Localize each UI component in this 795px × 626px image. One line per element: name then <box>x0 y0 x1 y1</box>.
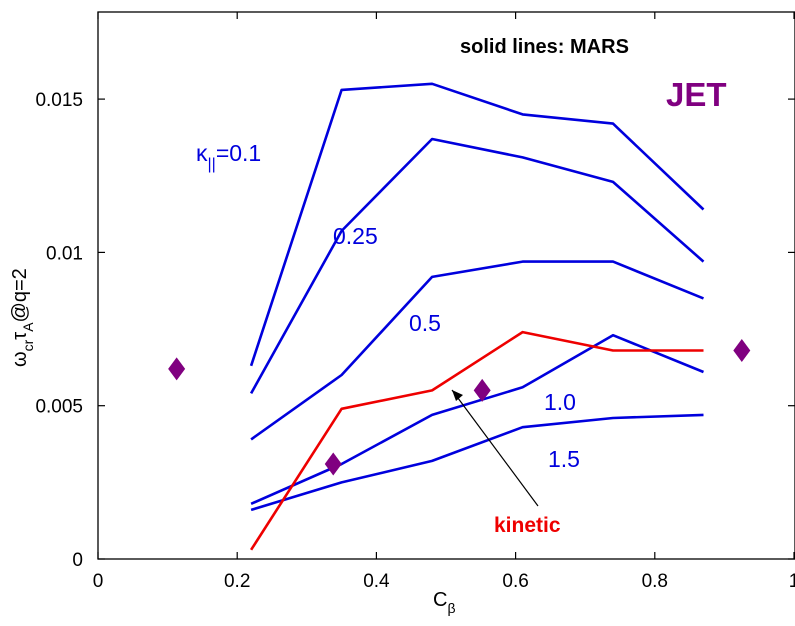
series-label-1.5: 1.5 <box>548 446 580 472</box>
jet-points-group <box>168 339 751 476</box>
series-line-kinetic <box>250 330 704 551</box>
y-axis-label: ωcrτA@q=2 <box>9 268 36 367</box>
jet-diamond-point <box>473 378 491 402</box>
series-label-kinetic: kinetic <box>494 514 561 537</box>
x-tick-label: 0.6 <box>502 571 528 592</box>
kinetic-arrowhead <box>452 390 463 401</box>
series-line-0.1 <box>249 82 705 367</box>
kappa-value: =0.1 <box>216 140 261 166</box>
y-label-tau-sub: A <box>20 322 36 332</box>
x-axis-label-main: C <box>433 589 447 611</box>
y-tick-label: 0.01 <box>46 243 83 264</box>
x-axis-label-sub: β <box>447 600 455 616</box>
x-tick-label: 0.8 <box>642 571 668 592</box>
series-label-0.25: 0.25 <box>333 223 378 249</box>
series-label-0.5: 0.5 <box>409 310 441 336</box>
y-tick-label: 0.005 <box>35 397 83 418</box>
x-tick-label: 1 <box>789 571 795 592</box>
note-mars: solid lines: MARS <box>460 36 629 58</box>
y-label-tau: τ <box>9 332 31 340</box>
series-label-1.0: 1.0 <box>544 389 576 415</box>
y-label-omega: ω <box>9 351 31 367</box>
jet-diamond-point <box>324 452 342 476</box>
y-label-omega-sub: cr <box>20 339 36 351</box>
y-tick-label: 0 <box>72 550 83 571</box>
plot-frame <box>97 11 795 560</box>
series-group <box>249 82 705 551</box>
x-tick-label: 0.2 <box>224 571 250 592</box>
kappa-subscript: || <box>208 156 216 173</box>
series-label-0.1: κ||=0.1 <box>196 140 261 173</box>
y-label-rest: @q=2 <box>9 268 31 322</box>
x-axis-label: Cβ <box>433 589 456 616</box>
jet-diamond-point <box>168 357 186 381</box>
jet-diamond-point <box>733 339 751 363</box>
series-line-1.0 <box>250 333 704 505</box>
series-line-0.5 <box>250 260 704 441</box>
jet-label: JET <box>666 76 727 113</box>
kinetic-arrow <box>451 389 539 507</box>
y-tick-label: 0.015 <box>35 90 83 111</box>
x-tick-label: 0.4 <box>363 571 390 592</box>
ticks-group: 0 0.2 0.4 0.6 0.8 1 0 0.005 0.01 0.015 <box>35 12 795 592</box>
kappa-symbol: κ <box>196 140 208 166</box>
x-tick-label: 0 <box>93 571 104 592</box>
series-line-0.25 <box>249 137 705 395</box>
series-line-1.5 <box>250 413 704 512</box>
